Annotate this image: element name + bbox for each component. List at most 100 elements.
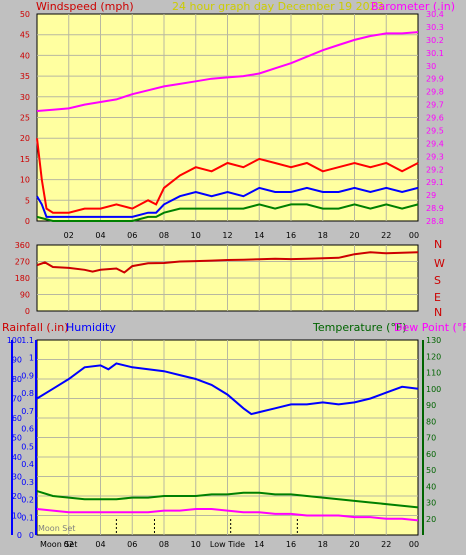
direction-tick-label: 360 [15,241,30,250]
x-tick-label: 02 [64,540,74,549]
temperature-tick-label: 110 [426,369,441,378]
series-line-humidity [36,362,419,416]
rainfall-tick-label: 0.9 [21,371,34,380]
windspeed-tick-label: 30 [20,93,30,102]
moon-set-annotation: Moon Set [38,524,75,533]
barometer-tick-label: 30.2 [426,36,444,45]
x-tick-label: 10 [191,540,201,549]
temperature-tick-label: 80 [426,417,436,426]
rainfall-tick-label: 0 [29,531,34,540]
barometer-tick-label: 30 [426,62,436,71]
series-line-average [36,203,419,222]
rainfall-tick-label: 1 [29,354,34,363]
windspeed-tick-label: 5 [25,196,30,205]
x-tick-label: 02 [64,231,74,240]
windspeed-tick-label: 45 [20,31,30,40]
humidity-tick-label: 20 [12,492,22,501]
series-line-gust [36,138,419,214]
humidity-tick-label: 70 [12,395,22,404]
windspeed-tick-label: 15 [20,155,30,164]
compass-n-top: N [434,238,442,251]
x-tick-label: 04 [95,231,105,240]
direction-tick-label: 90 [20,291,30,300]
x-tick-label: 18 [318,231,328,240]
temperature-tick-label: 60 [426,450,436,459]
x-tick-label: 20 [349,540,359,549]
temperature-tick-label: 40 [426,482,436,491]
rainfall-tick-label: 0.4 [21,460,34,469]
barometer-tick-label: 28.8 [426,217,444,226]
humidity-tick-label: 0 [17,531,22,540]
chart-title: 24 hour graph day December 19 2023 [172,0,384,13]
x-tick-label: 14 [254,540,264,549]
windspeed-tick-label: 20 [20,134,30,143]
rainfall-tick-label: 0.5 [21,442,34,451]
barometer-tick-label: 30.3 [426,23,444,32]
x-tick-label: Moon Set [40,540,77,549]
humidity-tick-label: 100 [7,336,22,345]
temperature-tick-label: 30 [426,499,436,508]
barometer-tick-label: 30.4 [426,10,444,19]
rainfall-tick-label: 0.7 [21,407,34,416]
barometer-axis-title: Barometer (.in) [371,0,455,13]
x-tick-label: Low Tide [210,540,245,549]
x-tick-label: 00 [409,540,419,549]
x-tick-label: 22 [381,540,391,549]
grid-lines [11,14,424,535]
series-lines [36,31,419,522]
x-tick-label: 06 [127,231,137,240]
x-tick-label: 00 [409,231,419,240]
barometer-tick-label: 29.1 [426,178,444,187]
windspeed-tick-label: 0 [25,217,30,226]
compass-s: S [434,274,441,287]
x-tick-label: 16 [286,231,296,240]
rainfall-tick-label: 0.1 [21,513,34,522]
direction-tick-label: 180 [15,274,30,283]
temperature-tick-label: 100 [426,385,441,394]
temperature-tick-label: 90 [426,401,436,410]
windspeed-axis-title: Windspeed (mph) [36,0,134,13]
barometer-tick-label: 30.1 [426,49,444,58]
barometer-tick-label: 29.6 [426,114,444,123]
compass-e: E [434,291,441,304]
barometer-tick-label: 29.2 [426,165,444,174]
x-tick-label: 20 [349,231,359,240]
compass-w: W [434,257,445,270]
barometer-tick-label: 29 [426,191,436,200]
barometer-tick-label: 29.3 [426,152,444,161]
rainfall-tick-label: 0.8 [21,389,34,398]
direction-tick-label: 270 [15,258,30,267]
windspeed-tick-label: 40 [20,51,30,60]
x-tick-label: 06 [127,540,137,549]
temperature-tick-label: 20 [426,515,436,524]
x-tick-label: 04 [95,540,105,549]
temperature-tick-label: 130 [426,336,441,345]
humidity-tick-label: 40 [12,453,22,462]
rainfall-axis-title: Rainfall (.in) [2,321,69,334]
humidity-tick-label: 50 [12,434,22,443]
humidity-tick-label: 80 [12,375,22,384]
humidity-axis-title: Humidity [66,321,116,334]
temperature-tick-label: 70 [426,434,436,443]
windspeed-tick-label: 35 [20,72,30,81]
x-tick-label: 08 [159,231,169,240]
x-tick-label: 22 [381,231,391,240]
rainfall-tick-label: 0.6 [21,425,34,434]
temperature-tick-label: 50 [426,466,436,475]
temperature-axis-title: Temperature (°F) [312,321,407,334]
x-tick-label: 08 [159,540,169,549]
x-tick-label: 12 [222,231,232,240]
windspeed-tick-label: 25 [20,114,30,123]
x-tick-label: 10 [191,231,201,240]
humidity-tick-label: 90 [12,356,22,365]
humidity-tick-label: 60 [12,414,22,423]
compass-n-bottom: N [434,306,442,319]
series-line-dew-point [36,508,419,522]
windspeed-tick-label: 10 [20,176,30,185]
rainfall-tick-label: 0.2 [21,496,34,505]
x-tick-label: 16 [286,540,296,549]
x-tick-label: 14 [254,231,264,240]
barometer-tick-label: 29.9 [426,75,444,84]
series-line-wind-direction [36,251,419,274]
x-tick-label: 18 [318,540,328,549]
